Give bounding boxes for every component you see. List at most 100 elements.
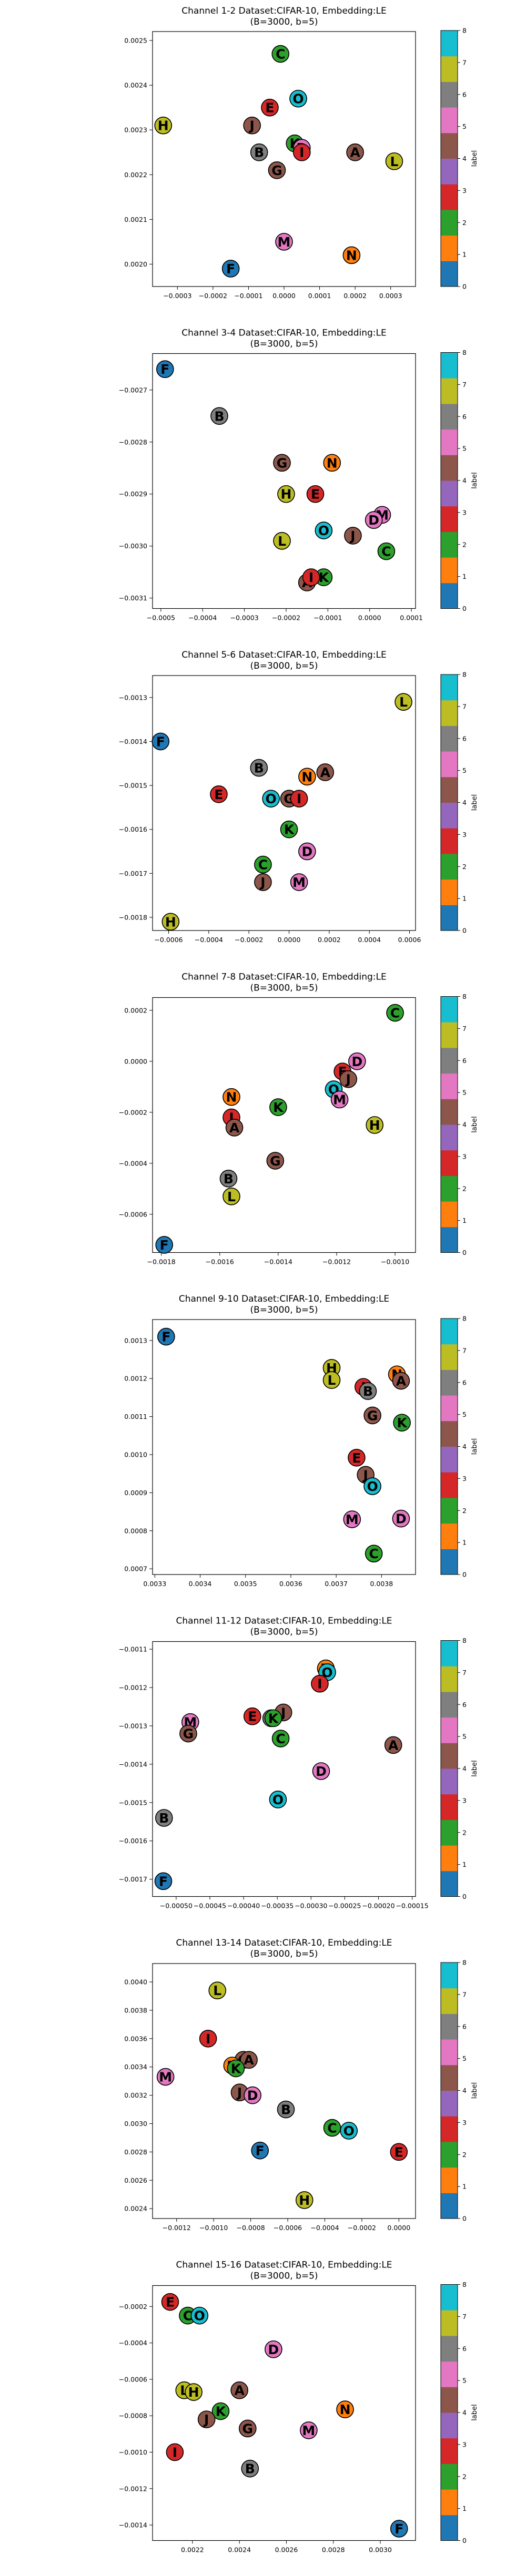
colorbar-tick-label: 7 — [462, 58, 467, 66]
y-tick-label: 0.0008 — [124, 1527, 147, 1535]
data-point-M — [300, 2421, 318, 2439]
data-point-G — [239, 2419, 257, 2438]
data-point-O — [190, 2306, 209, 2325]
colorbar-segment — [441, 158, 458, 185]
y-tick-label: 0.0013 — [124, 1336, 147, 1344]
colorbar-tick-label: 8 — [462, 2281, 467, 2288]
point-label-I: I — [173, 2445, 177, 2460]
colorbar-segment — [441, 1150, 458, 1176]
data-point-F — [154, 1872, 173, 1890]
point-label-I: I — [309, 570, 313, 585]
y-tick-label: 0.0028 — [124, 2148, 147, 2156]
y-tick-label: 0.0010 — [124, 1450, 147, 1458]
point-label-F: F — [394, 2521, 403, 2537]
data-point-E — [261, 98, 279, 117]
data-point-K — [211, 2402, 230, 2420]
point-label-I: I — [317, 1677, 322, 1692]
colorbar-segment — [441, 751, 458, 778]
point-label-C: C — [183, 2308, 193, 2324]
colorbar-segment — [441, 506, 458, 532]
colorbar-tick-label: 3 — [462, 508, 467, 516]
colorbar-segment — [441, 1549, 458, 1575]
chart-title: Channel 1-2 Dataset:CIFAR-10, Embedding:… — [181, 6, 386, 16]
colorbar-segment — [441, 2413, 458, 2439]
colorbar-segment — [441, 132, 458, 159]
colorbar-segment — [441, 1073, 458, 1099]
colorbar-tick-label: 1 — [462, 895, 467, 903]
data-point-F — [157, 1327, 175, 1346]
point-label-E: E — [214, 787, 223, 802]
data-point-H — [185, 2383, 203, 2401]
data-point-F — [155, 1236, 174, 1254]
y-tick-label: 0.0002 — [124, 1006, 147, 1014]
data-point-O — [262, 790, 280, 807]
data-point-G — [266, 1152, 285, 1170]
point-label-F: F — [256, 2143, 265, 2159]
data-point-M — [343, 1510, 361, 1528]
point-label-B: B — [159, 1811, 169, 1826]
colorbar-tick-label: 3 — [462, 1475, 467, 1483]
point-label-J: J — [349, 528, 355, 544]
colorbar-segment — [441, 2116, 458, 2142]
y-tick-label: 0.0032 — [124, 2091, 147, 2099]
chart-subtitle: (B=3000, b=5) — [250, 2271, 318, 2282]
point-label-I: I — [229, 1110, 234, 1125]
point-label-A: A — [234, 2383, 245, 2398]
y-tick-label: 0.0024 — [124, 2205, 147, 2213]
point-label-E: E — [311, 487, 320, 502]
data-point-H — [295, 2191, 313, 2209]
y-tick-label: −0.0011 — [119, 1645, 147, 1653]
point-label-O: O — [367, 1479, 378, 1494]
colorbar-segment — [441, 582, 458, 609]
colorbar-tick-label: 1 — [462, 1217, 467, 1224]
point-label-J: J — [249, 118, 255, 134]
y-tick-label: 0.0024 — [124, 81, 147, 89]
point-label-B: B — [224, 1171, 234, 1187]
data-point-B — [155, 1809, 173, 1827]
point-label-H: H — [369, 1118, 380, 1133]
y-tick-label: 0.0034 — [124, 2063, 147, 2071]
data-point-I — [290, 790, 308, 807]
chart-title: Channel 15-16 Dataset:CIFAR-10, Embeddin… — [176, 2260, 392, 2271]
colorbar-tick-label: 2 — [462, 219, 467, 227]
x-tick-label: −0.00035 — [261, 1902, 294, 1910]
data-point-H — [277, 485, 295, 503]
chart-panel-5: Channel 9-10 Dataset:CIFAR-10, Embedding… — [124, 1294, 479, 1588]
y-tick-label: 0.0023 — [124, 126, 147, 134]
colorbar-segment — [441, 1870, 458, 1897]
chart-title: Channel 5-6 Dataset:CIFAR-10, Embedding:… — [181, 650, 386, 660]
colorbar-tick-label: 3 — [462, 831, 467, 839]
data-point-N — [336, 2400, 354, 2418]
colorbar-segment — [441, 1497, 458, 1524]
colorbar-tick-label: 6 — [462, 1057, 467, 1065]
point-label-D: D — [247, 2088, 258, 2103]
point-label-M: M — [346, 1512, 359, 1527]
data-point-A — [240, 2051, 258, 2069]
colorbar-segment — [441, 2193, 458, 2219]
point-label-K: K — [268, 1711, 279, 1726]
colorbar-tick-label: 4 — [462, 1443, 467, 1450]
point-label-D: D — [302, 844, 313, 859]
colorbar-tick-label: 0 — [462, 2537, 467, 2544]
data-point-G — [363, 1406, 381, 1425]
y-tick-label: 0.0020 — [124, 260, 147, 268]
x-tick-label: 0.0022 — [181, 2546, 204, 2554]
point-label-E: E — [248, 1709, 257, 1724]
y-tick-label: −0.0002 — [119, 1108, 147, 1116]
x-tick-label: 0.0036 — [279, 1580, 302, 1588]
point-label-B: B — [281, 2102, 291, 2118]
point-label-N: N — [346, 248, 357, 263]
x-tick-label: 0.0004 — [358, 936, 381, 944]
data-point-D — [392, 1509, 410, 1528]
colorbar-segment — [441, 1344, 458, 1370]
data-point-O — [289, 89, 307, 108]
point-label-K: K — [397, 1415, 408, 1430]
y-tick-label: 0.0022 — [124, 171, 147, 179]
x-tick-label: −0.0018 — [147, 1258, 176, 1266]
colorbar-tick-label: 6 — [462, 734, 467, 742]
y-tick-label: −0.0008 — [119, 2412, 147, 2420]
point-label-C: C — [276, 1731, 285, 1746]
point-label-K: K — [319, 570, 330, 585]
data-point-I — [311, 1674, 329, 1693]
